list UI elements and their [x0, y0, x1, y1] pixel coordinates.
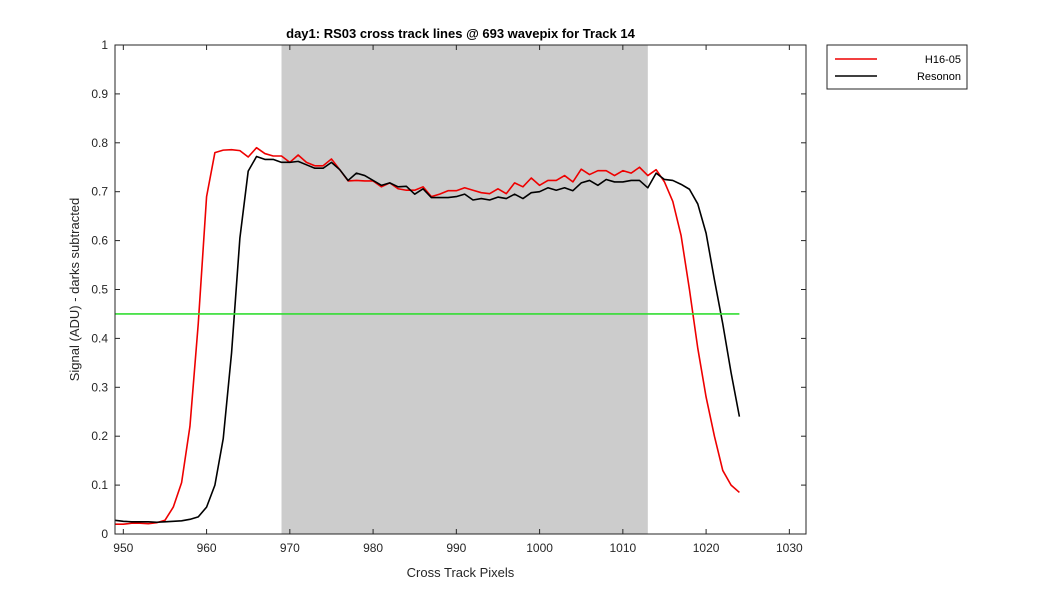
- shaded-region: [281, 45, 648, 534]
- legend-label-1: Resonon: [917, 71, 961, 83]
- y-tick-label: 0.3: [91, 380, 108, 394]
- series-line-1: [114, 155, 741, 524]
- x-tick-label: 1030: [776, 541, 803, 555]
- shaded-region-layer: [281, 45, 648, 534]
- x-tick-label: 990: [446, 541, 466, 555]
- legend: H16-05 Resonon: [826, 44, 968, 90]
- x-tick-label: 960: [197, 541, 217, 555]
- x-tick-label: 1000: [526, 541, 553, 555]
- x-tick-label: 1010: [609, 541, 636, 555]
- x-tick-label: 970: [280, 541, 300, 555]
- chart-title: day1: RS03 cross track lines @ 693 wavep…: [286, 26, 635, 41]
- y-tick-label: 0.2: [91, 429, 108, 443]
- y-tick-label: 0.4: [91, 331, 108, 345]
- x-tick-label: 950: [113, 541, 133, 555]
- y-tick-label: 0.1: [91, 478, 108, 492]
- y-tick-label: 0.6: [91, 234, 108, 248]
- y-tick-label: 0.9: [91, 87, 108, 101]
- series-layer: [114, 146, 741, 526]
- y-tick-label: 0.8: [91, 136, 108, 150]
- y-tick-label: 0: [101, 527, 108, 541]
- legend-label-0: H16-05: [925, 54, 961, 66]
- tick-layer: 950 960 970 980 990 1000 1010 1020 1030 0 0.1 0.2 0.…: [91, 38, 806, 555]
- y-tick-label: 0.7: [91, 185, 108, 199]
- series-line-0: [115, 146, 740, 526]
- y-axis-label: Signal (ADU) - darks subtracted: [67, 198, 82, 382]
- y-tick-label: 1: [101, 38, 108, 52]
- x-tick-label: 980: [363, 541, 383, 555]
- y-tick-label: 0.5: [91, 283, 108, 297]
- legend-box: [826, 44, 968, 90]
- x-tick-label: 1020: [693, 541, 720, 555]
- x-axis-label: Cross Track Pixels: [407, 565, 515, 580]
